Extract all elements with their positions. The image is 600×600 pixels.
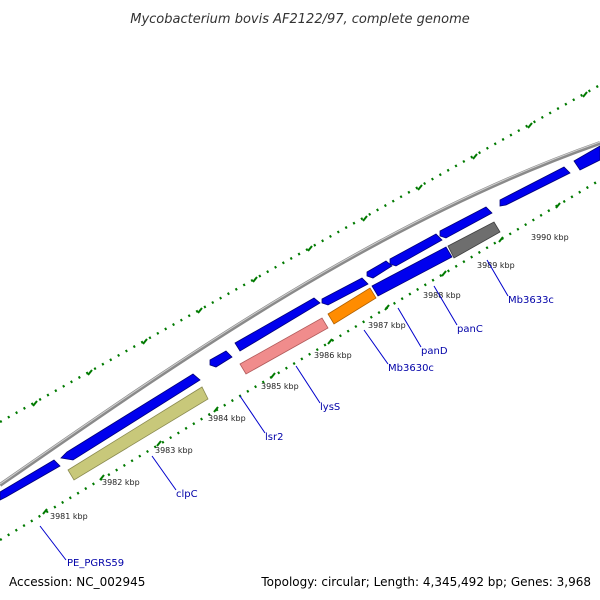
gene-arrow-blue-1[interactable] <box>60 373 201 461</box>
gene-arrow-blue-5[interactable] <box>439 206 493 239</box>
gene-label-lysS[interactable]: lysS <box>320 402 340 413</box>
gene-arrow-lysS[interactable] <box>239 317 329 375</box>
tick-label-3990: 3990 kbp <box>531 233 569 242</box>
gene-features <box>0 145 600 501</box>
tick-label-3985: 3985 kbp <box>261 382 299 391</box>
gene-label-lsr2[interactable]: lsr2 <box>265 432 283 443</box>
genome-summary-text: Topology: circular; Length: 4,345,492 bp… <box>260 575 591 589</box>
gene-label-pe-pgrs59[interactable]: PE_PGRS59 <box>67 558 124 569</box>
tick-label-3983: 3983 kbp <box>155 446 193 455</box>
gene-label-leaders <box>39 259 509 561</box>
gene-arrow-blue-2[interactable] <box>234 297 321 352</box>
tick-label-3988: 3988 kbp <box>423 291 461 300</box>
gene-label-Mb3630c[interactable]: Mb3630c <box>388 363 434 374</box>
gene-arrow-panC[interactable] <box>389 233 443 267</box>
gene-arrow-lsr2[interactable] <box>209 350 233 368</box>
gene-label-panD[interactable]: panD <box>421 346 448 357</box>
map-title: Mycobacterium bovis AF2122/97, complete … <box>130 12 469 27</box>
genome-backbone <box>0 141 600 487</box>
inner-dotted-ring <box>0 178 600 542</box>
gene-arrow-panD[interactable] <box>371 246 453 297</box>
scale-tick-labels: 3981 kbp 3982 kbp 3983 kbp 3984 kbp 3985… <box>50 233 569 521</box>
tick-label-3989: 3989 kbp <box>477 261 515 270</box>
tick-label-3987: 3987 kbp <box>368 321 406 330</box>
accession-text: Accession: NC_002945 <box>9 575 145 589</box>
gene-arrow-blue-6[interactable] <box>499 166 571 207</box>
gene-label-panC[interactable]: panC <box>457 324 483 335</box>
tick-label-3981: 3981 kbp <box>50 512 88 521</box>
gene-arrow-Mb3633c[interactable] <box>447 221 501 259</box>
gene-arrow-pe-pgrs59[interactable] <box>0 459 61 501</box>
tick-label-3984: 3984 kbp <box>208 414 246 423</box>
gene-arrow-clpC[interactable] <box>67 386 209 481</box>
tick-label-3986: 3986 kbp <box>314 351 352 360</box>
outer-ring-major-ticks <box>32 91 588 407</box>
genome-backbone-highlight <box>0 141 600 485</box>
gene-label-clpC[interactable]: clpC <box>176 489 198 500</box>
gene-arrow-blue-4[interactable] <box>366 260 393 279</box>
gene-label-Mb3633c[interactable]: Mb3633c <box>508 295 554 306</box>
gene-arrow-blue-3[interactable] <box>321 277 369 306</box>
tick-label-3982: 3982 kbp <box>102 478 140 487</box>
inner-ring-major-ticks <box>42 202 561 515</box>
gene-arrow-Mb3630c[interactable] <box>327 287 377 325</box>
gene-arrow-blue-7[interactable] <box>573 145 600 171</box>
gene-labels: PE_PGRS59 clpC lsr2 lysS Mb3630c panD pa… <box>67 295 554 569</box>
